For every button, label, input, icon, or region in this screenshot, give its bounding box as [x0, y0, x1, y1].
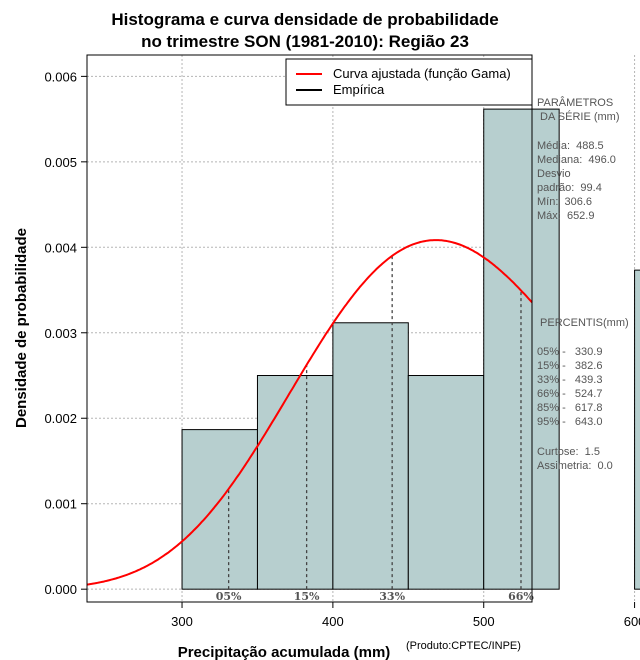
gamma-curve — [86, 239, 533, 586]
y-tick-label: 0.004 — [44, 240, 77, 255]
legend-box — [285, 58, 533, 106]
product-credit: (Produto:CPTEC/INPE) — [406, 640, 521, 652]
percentis-list: 05% - 330.9 15% - 382.6 33% - 439.3 66% … — [537, 346, 603, 428]
y-tick-label: 0.001 — [44, 497, 77, 512]
histogram-bar — [332, 322, 409, 590]
percentile-label: 66% — [508, 590, 534, 603]
histogram-bar — [181, 429, 258, 590]
legend: Curva ajustada (função Gama) Empírica — [285, 58, 533, 106]
x-axis-label: Precipitação acumulada (mm) — [178, 644, 391, 660]
legend-label-gamma: Curva ajustada (função Gama) — [333, 66, 511, 81]
chart-title-line-1: Histograma e curva densidade de probabil… — [111, 10, 498, 29]
histogram-bar — [256, 375, 334, 590]
histogram-bar — [634, 269, 640, 590]
y-tick-label: 0.003 — [44, 326, 77, 341]
x-tick-label: 400 — [322, 614, 344, 629]
bars-layer — [181, 108, 640, 590]
plot-frame — [86, 54, 533, 603]
y-axis-label: Densidade de probabilidade — [13, 228, 30, 428]
percentile-markers: 05%15%33%66%85%95% — [216, 255, 534, 603]
y-tick-label: 0.002 — [44, 411, 77, 426]
legend-label-empirica: Empírica — [333, 82, 385, 97]
x-tick-label: 500 — [473, 614, 495, 629]
y-axis: 0.000 0.001 0.002 0.003 0.004 0.005 0.006 — [44, 69, 87, 597]
percentis-title: PERCENTIS(mm) — [537, 317, 629, 329]
x-tick-label: 600 — [624, 614, 640, 629]
x-tick-label: 300 — [171, 614, 193, 629]
percentile-label: 15% — [294, 590, 320, 603]
y-tick-label: 0.005 — [44, 155, 77, 170]
params-list: Média: 488.5 Mediana: 496.0 Desvio padrã… — [537, 140, 616, 222]
y-tick-label: 0.000 — [44, 582, 77, 597]
x-axis: 300400500600700 — [171, 602, 640, 629]
shape-stats: Curtose: 1.5 Assimetria: 0.0 — [537, 446, 613, 472]
chart-title-line-2: no trimestre SON (1981-2010): Região 23 — [141, 32, 469, 51]
histogram-bar — [407, 375, 485, 590]
percentile-label: 05% — [216, 590, 242, 603]
y-tick-label: 0.006 — [44, 69, 77, 84]
curve-layer — [86, 239, 533, 586]
percentile-label: 33% — [379, 590, 405, 603]
params-title: PARÂMETROS DA SÉRIE (mm) — [537, 97, 620, 123]
